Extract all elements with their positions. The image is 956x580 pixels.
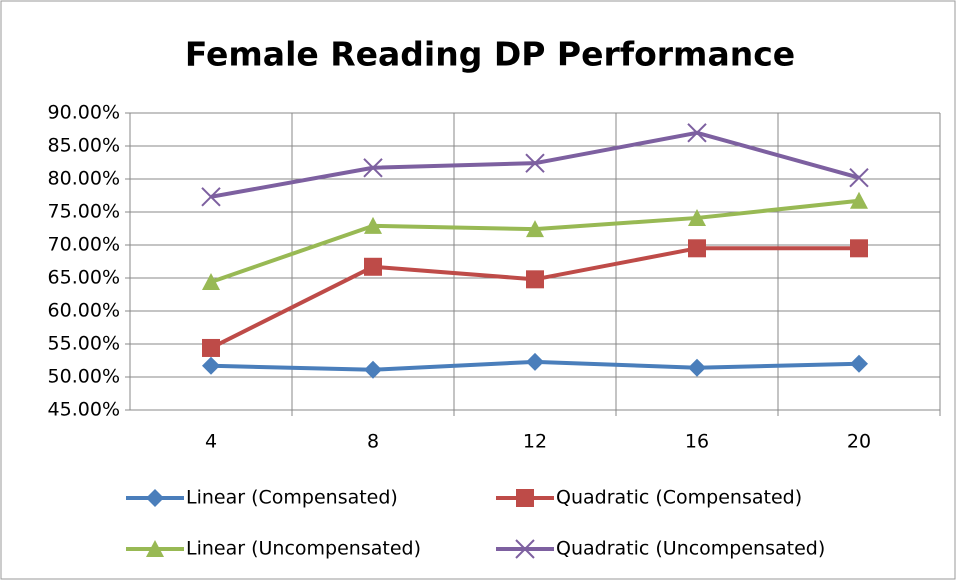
legend-marker xyxy=(146,489,164,507)
marker xyxy=(525,153,545,173)
legend-marker xyxy=(146,540,164,557)
legend-label: Quadratic (Compensated) xyxy=(556,487,802,509)
x-tick-label: 12 xyxy=(523,431,547,453)
x-tick-label: 8 xyxy=(367,431,379,453)
marker xyxy=(688,358,706,377)
y-tick-label: 65.00% xyxy=(48,267,120,289)
marker xyxy=(202,356,220,375)
marker xyxy=(850,239,868,258)
y-tick-label: 85.00% xyxy=(48,135,120,157)
marker xyxy=(850,191,868,209)
x-tick-label: 16 xyxy=(685,431,709,453)
x-tick-label: 4 xyxy=(205,431,217,453)
y-tick-label: 80.00% xyxy=(48,168,120,190)
marker xyxy=(850,354,868,373)
marker xyxy=(526,270,544,289)
y-tick-label: 50.00% xyxy=(48,366,120,388)
x-tick-label: 20 xyxy=(847,431,871,453)
marker xyxy=(363,158,383,178)
y-tick-label: 75.00% xyxy=(48,201,120,223)
legend-marker xyxy=(515,539,535,559)
y-tick-label: 90.00% xyxy=(48,102,120,124)
marker xyxy=(688,208,706,226)
y-tick-label: 60.00% xyxy=(48,300,120,322)
legend-label: Linear (Compensated) xyxy=(186,487,398,509)
marker xyxy=(687,123,707,143)
marker xyxy=(364,360,382,379)
legend-label: Linear (Uncompensated) xyxy=(186,538,421,560)
marker xyxy=(202,338,220,357)
marker xyxy=(364,257,382,276)
y-tick-label: 45.00% xyxy=(48,399,120,421)
y-tick-label: 70.00% xyxy=(48,234,120,256)
marker xyxy=(526,220,544,238)
marker xyxy=(364,216,382,234)
y-tick-label: 55.00% xyxy=(48,333,120,355)
marker xyxy=(849,167,869,188)
chart-title: Female Reading DP Performance xyxy=(185,35,795,74)
legend-marker xyxy=(516,489,534,507)
marker xyxy=(201,187,221,207)
legend-label: Quadratic (Uncompensated) xyxy=(556,538,825,560)
marker xyxy=(202,272,220,290)
marker xyxy=(526,352,544,371)
marker xyxy=(688,239,706,258)
